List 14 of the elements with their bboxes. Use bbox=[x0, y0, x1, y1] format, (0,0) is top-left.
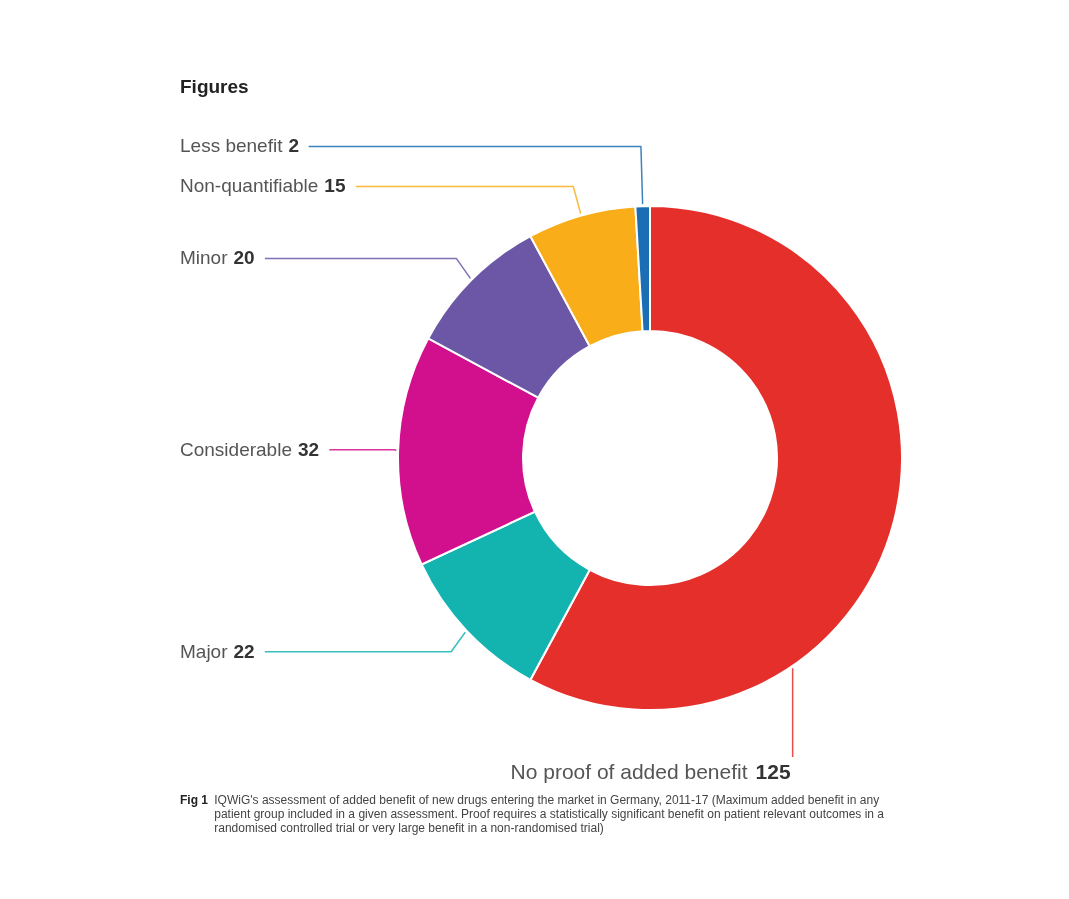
slice-label: No proof of added benefit bbox=[510, 760, 748, 783]
slice-label: Less benefit bbox=[180, 135, 284, 157]
slice-label: Non-quantifiable bbox=[180, 175, 319, 197]
data-label: 15 bbox=[324, 175, 346, 197]
chart-title: Figures bbox=[180, 76, 249, 97]
caption: Fig 1 IQWiG's assessment of added benefit of new drugs entering the market in Germany, 2011-17 (Maximum added benefit in any patient group included in a given assessment. Proof requires a statistically significant benefit on patient relevant outcomes in a randomised controlled trial or very large benefit in a non-randomised trial) bbox=[180, 793, 885, 835]
data-label: 22 bbox=[233, 640, 255, 662]
slice-label: Minor bbox=[180, 247, 229, 269]
slice-label: Major bbox=[180, 640, 229, 662]
data-label: 20 bbox=[233, 247, 255, 269]
data-label: 2 bbox=[288, 135, 300, 157]
slice-label: Considerable bbox=[180, 438, 292, 460]
data-label: 125 bbox=[755, 760, 791, 783]
data-label: 32 bbox=[297, 438, 320, 460]
